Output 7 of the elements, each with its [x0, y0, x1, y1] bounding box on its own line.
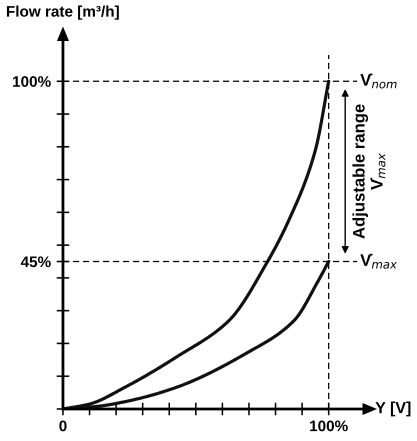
annotation: Adjustable range V̇$_{max}$	[352, 104, 386, 239]
x-axis-title: Y [V]	[375, 402, 410, 416]
x-tick-label: 0	[59, 420, 67, 432]
y-axis-title: Flow rate [m³/h]	[6, 6, 119, 20]
ref-line-label: V̇$_{max}$	[360, 254, 397, 269]
ref-line-label: V̇$_{nom}$	[360, 74, 397, 88]
y-tick-label: 45%	[20, 256, 51, 268]
